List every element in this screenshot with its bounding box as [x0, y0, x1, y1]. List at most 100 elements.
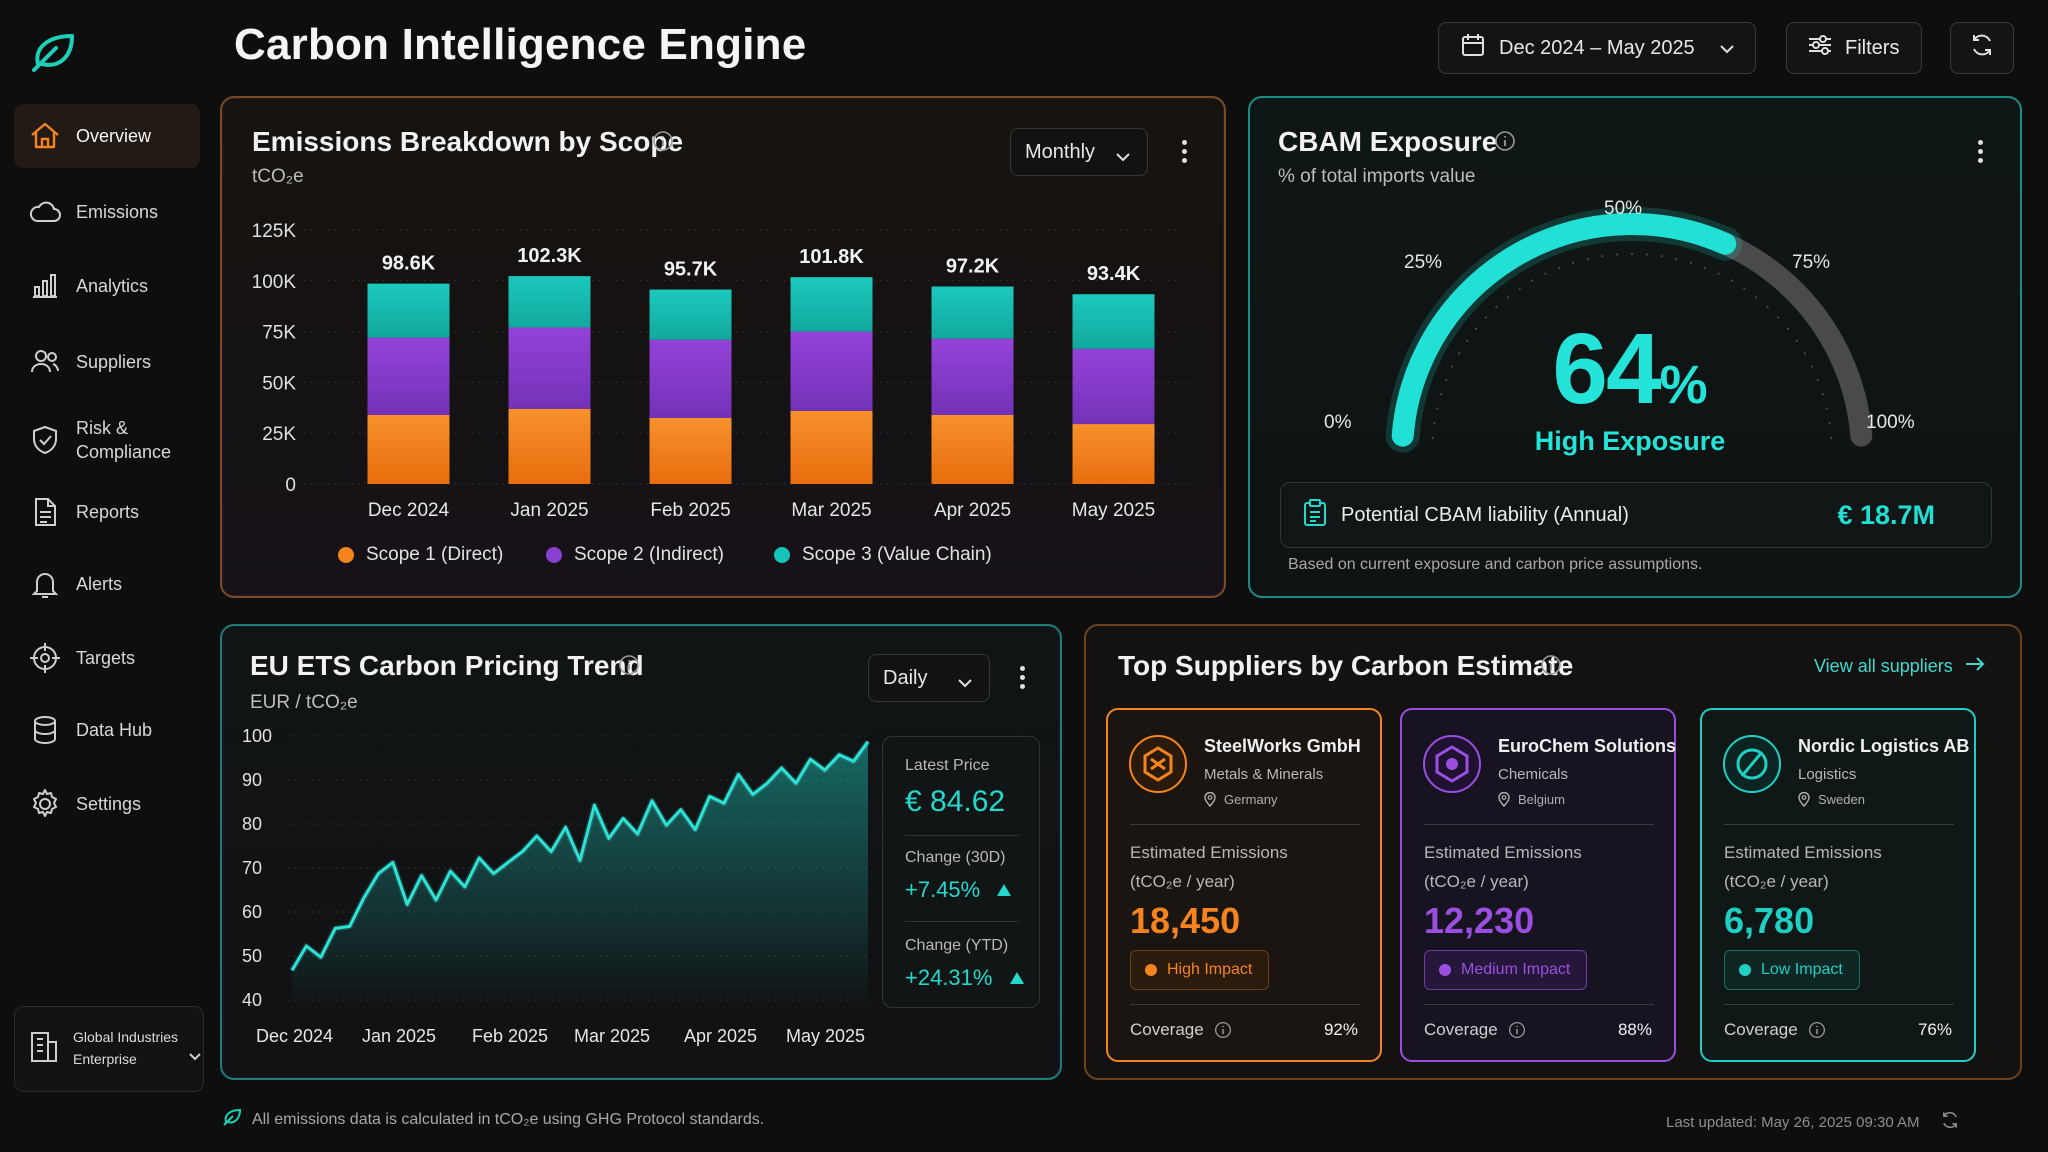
date-range-picker[interactable]: Dec 2024 – May 2025: [1438, 22, 1756, 74]
refresh-button[interactable]: [1950, 22, 2014, 74]
info-icon[interactable]: [1508, 1021, 1526, 1039]
x-tick-label: May 2025: [1072, 500, 1155, 521]
gauge-scale-dot: [1465, 339, 1469, 342]
change-ytd-text: +24.31%: [905, 965, 993, 990]
sidebar-item-emissions[interactable]: Emissions: [14, 180, 200, 244]
top-suppliers-panel: Top Suppliers by Carbon Estimate View al…: [1084, 624, 2022, 1080]
view-all-suppliers-link[interactable]: View all suppliers: [1814, 656, 1985, 677]
refresh-icon[interactable]: [1940, 1110, 1960, 1134]
gauge-value: 64%: [1480, 312, 1780, 427]
sidebar-item-reports[interactable]: Reports: [14, 480, 200, 544]
legend-item-scope-1[interactable]: Scope 1 (Direct): [338, 544, 503, 566]
impact-badge: Low Impact: [1724, 950, 1860, 990]
sidebar-item-targets[interactable]: Targets: [14, 626, 200, 690]
sidebar-item-risk-compliance[interactable]: Risk & Compliance: [14, 408, 200, 472]
building-icon: [29, 1030, 59, 1069]
leaf-icon: [222, 1108, 242, 1131]
more-options-icon[interactable]: [1976, 140, 1984, 167]
bar-total-label: 101.8K: [799, 246, 864, 268]
clipboard-icon: [1303, 498, 1327, 532]
bar-segment-scope-3: [649, 289, 732, 340]
divider: [1724, 824, 1954, 825]
change-30d-value: +7.45%: [905, 877, 1012, 903]
document-icon: [28, 495, 62, 529]
more-options-icon[interactable]: [1180, 140, 1188, 167]
period-select[interactable]: Daily: [868, 654, 990, 702]
sidebar-item-label: Settings: [76, 793, 142, 814]
legend-item-scope-3[interactable]: Scope 3 (Value Chain): [774, 544, 992, 566]
emissions-panel-unit: tCO₂e: [252, 166, 304, 187]
more-options-icon[interactable]: [1018, 666, 1026, 693]
info-icon[interactable]: [1214, 1021, 1232, 1039]
price-line: [290, 740, 870, 972]
y-tick-label: 80: [242, 814, 262, 834]
supplier-logo-icon: [1128, 734, 1188, 794]
sidebar-item-suppliers[interactable]: Suppliers: [14, 330, 200, 394]
supplier-logo-icon: [1722, 734, 1782, 794]
info-icon[interactable]: [1494, 130, 1516, 157]
coverage-label-text: Coverage: [1130, 1020, 1204, 1039]
gauge-scale-dot: [1474, 327, 1478, 331]
supplier-card[interactable]: EuroChem Solutions Chemicals Belgium Estima…: [1400, 708, 1676, 1062]
page-title: Carbon Intelligence Engine: [234, 20, 807, 69]
divider: [1424, 1004, 1654, 1005]
sidebar-item-label: Analytics: [76, 275, 149, 296]
refresh-icon: [1969, 32, 1995, 64]
sidebar-item-settings[interactable]: Settings: [14, 772, 200, 836]
period-select[interactable]: Monthly: [1010, 128, 1148, 176]
gauge-tick-label: 0%: [1324, 412, 1352, 433]
x-tick-label: Mar 2025: [791, 500, 871, 521]
estimated-emissions-label-line: Estimated Emissions: [1724, 843, 1882, 862]
estimated-emissions-unit: (tCO₂e / year): [1724, 872, 1829, 891]
organization-plan: Enterprise: [73, 1051, 137, 1067]
info-icon[interactable]: [652, 130, 674, 157]
sliders-icon: [1807, 33, 1833, 63]
x-tick-label: Mar 2025: [574, 1026, 650, 1046]
emissions-panel-title: Emissions Breakdown by Scope: [252, 126, 684, 157]
bar-segment-scope-3: [931, 286, 1014, 339]
coverage-value: 76%: [1917, 1020, 1952, 1039]
sidebar-item-overview[interactable]: Overview: [14, 104, 200, 168]
period-select-value: Monthly: [1025, 140, 1096, 163]
impact-badge: Medium Impact: [1424, 950, 1588, 990]
estimated-emissions-label-line: Estimated Emissions: [1424, 843, 1582, 862]
gauge-scale-dot: [1795, 339, 1799, 342]
sidebar-item-analytics[interactable]: Analytics: [14, 254, 200, 318]
gauge-scale-dot: [1439, 393, 1443, 396]
bar-segment-scope-1: [790, 410, 873, 484]
filters-button[interactable]: Filters: [1786, 22, 1922, 74]
organization-switcher[interactable]: Global Industries Enterprise: [14, 1006, 204, 1092]
sidebar-item-data-hub[interactable]: Data Hub: [14, 698, 200, 762]
change-30d-label: Change (30D): [905, 849, 1006, 866]
supplier-sector: Chemicals: [1498, 766, 1569, 783]
supplier-name: Nordic Logistics AB: [1798, 736, 1970, 756]
gauge-scale-dot: [1431, 436, 1434, 440]
y-tick-label: 40: [242, 990, 262, 1010]
gauge-scale-dot: [1777, 316, 1780, 319]
bar-segment-scope-2: [790, 331, 873, 411]
divider: [905, 921, 1019, 922]
legend-label: Scope 2 (Indirect): [574, 544, 724, 565]
x-tick-label: May 2025: [786, 1026, 865, 1046]
gauge-scale-dot: [1830, 436, 1833, 440]
info-icon[interactable]: [1808, 1021, 1826, 1039]
liability-label: Potential CBAM liability (Annual): [1341, 503, 1629, 526]
legend-item-scope-2[interactable]: Scope 2 (Indirect): [546, 544, 724, 566]
sidebar-item-label: Emissions: [76, 201, 159, 222]
arrow-right-icon: [1965, 656, 1985, 677]
organization-name: Global Industries: [73, 1029, 179, 1046]
latest-price-label: Latest Price: [905, 757, 990, 774]
supplier-card[interactable]: Nordic Logistics AB Logistics Sweden Estima…: [1700, 708, 1976, 1062]
sidebar-item-alerts[interactable]: Alerts: [14, 552, 200, 616]
coverage-value: 88%: [1617, 1020, 1652, 1039]
app-logo-leaf-icon: [28, 28, 80, 74]
info-icon[interactable]: [618, 654, 640, 681]
supplier-card[interactable]: SteelWorks GmbH Metals & Minerals Germany E…: [1106, 708, 1382, 1062]
info-icon[interactable]: [1540, 654, 1562, 681]
calendar-icon: [1461, 33, 1485, 63]
price-area: [292, 741, 868, 1000]
database-icon: [28, 713, 62, 747]
change-ytd-value: +24.31%: [905, 965, 1025, 991]
bar-segment-scope-1: [508, 408, 591, 484]
y-tick-label: 25K: [262, 424, 296, 445]
